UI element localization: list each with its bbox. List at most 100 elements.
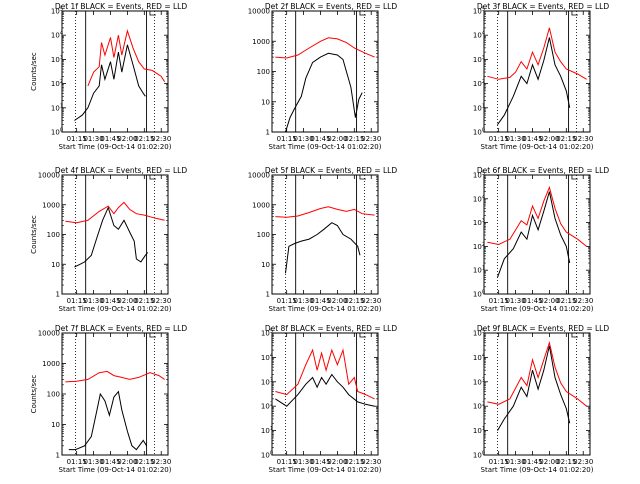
x-tick-label: 02:30 (151, 297, 171, 305)
x-tick-label: 01:15 (489, 458, 509, 466)
x-tick-label: 01:45 (310, 458, 330, 466)
y-tick-label: 102 (51, 79, 63, 88)
y-tick-label: 105 (261, 329, 273, 338)
series-line-red (65, 201, 165, 224)
chart-title: Det 8f BLACK = Events, RED = LLD (265, 324, 398, 333)
x-tick-label: 01:15 (67, 297, 87, 305)
x-tick-label: 02:30 (151, 135, 171, 143)
panel-1: Det 1f BLACK = Events, RED = LLD 100 101 10… (30, 2, 187, 151)
x-tick-label: 02:15 (344, 458, 364, 466)
x-axis-label: Start Time (09-Oct-14 01:02:20) (269, 305, 382, 313)
y-tick-label: 103 (261, 377, 273, 386)
series-line-red (275, 206, 375, 218)
series-line-red (275, 348, 375, 400)
x-tick-label: 02:15 (556, 458, 576, 466)
x-axis-label: Start Time (09-Oct-14 01:02:20) (481, 143, 594, 151)
plot-frame (271, 332, 379, 456)
panel-5: Det 5f BLACK = Events, RED = LLD 1 10 100 10… (248, 166, 398, 313)
y-tick-label: 1 (266, 291, 270, 299)
top-bracket (571, 175, 578, 180)
x-tick-label: 01:15 (277, 135, 297, 143)
x-tick-label: 01:45 (100, 135, 120, 143)
x-tick-label: 02:00 (327, 458, 347, 466)
x-tick-label: 02:00 (117, 458, 137, 466)
y-tick-label: 100 (47, 231, 60, 239)
y-tick-label: 10000 (248, 8, 270, 16)
x-tick-label: 01:30 (293, 458, 313, 466)
y-tick-label: 102 (261, 402, 273, 411)
top-bracket (149, 11, 156, 16)
chart-title: Det 1f BLACK = Events, RED = LLD (55, 2, 188, 11)
y-tick-label: 104 (51, 31, 63, 40)
x-tick-label: 02:30 (361, 458, 381, 466)
top-bracket (571, 11, 578, 16)
x-tick-label: 02:15 (344, 135, 364, 143)
x-tick-label: 02:30 (573, 297, 593, 305)
x-tick-label: 02:15 (134, 135, 154, 143)
top-bracket (359, 11, 366, 16)
x-tick-label: 02:00 (539, 297, 559, 305)
x-tick-label: 01:15 (489, 297, 509, 305)
series-line-black (285, 52, 363, 133)
x-tick-label: 02:30 (151, 458, 171, 466)
y-tick-label: 101 (473, 266, 485, 275)
chart-title: Det 9f BLACK = Events, RED = LLD (477, 324, 610, 333)
series-line-black (497, 191, 571, 278)
panel-7: Det 7f BLACK = Events, RED = LLD 1 10 100 10… (30, 324, 187, 474)
y-tick-label: 105 (473, 171, 485, 180)
x-tick-label: 01:30 (505, 297, 525, 305)
y-tick-label: 101 (51, 103, 63, 112)
plot-frame (483, 332, 591, 456)
x-tick-label: 02:30 (573, 458, 593, 466)
x-tick-label: 02:30 (361, 297, 381, 305)
y-tick-label: 102 (473, 402, 485, 411)
top-bracket (149, 333, 156, 338)
y-tick-label: 104 (473, 194, 485, 203)
y-axis-label: Counts/sec (30, 375, 38, 414)
y-tick-label: 104 (473, 31, 485, 40)
x-tick-label: 01:45 (522, 458, 542, 466)
x-tick-label: 02:00 (117, 297, 137, 305)
x-axis-label: Start Time (09-Oct-14 01:02:20) (481, 466, 594, 474)
x-axis-label: Start Time (09-Oct-14 01:02:20) (269, 143, 382, 151)
y-tick-label: 10000 (38, 172, 60, 180)
x-tick-label: 01:15 (277, 458, 297, 466)
chart-title: Det 5f BLACK = Events, RED = LLD (265, 166, 398, 175)
top-bracket (571, 333, 578, 338)
x-axis-label: Start Time (09-Oct-14 01:02:20) (481, 305, 594, 313)
y-tick-label: 103 (51, 55, 63, 64)
y-tick-label: 10 (51, 421, 60, 429)
plot-frame (483, 10, 591, 133)
y-tick-label: 105 (51, 7, 63, 16)
x-tick-label: 01:45 (522, 135, 542, 143)
y-tick-label: 1 (266, 129, 270, 137)
x-tick-label: 01:45 (310, 135, 330, 143)
y-tick-label: 10 (51, 261, 60, 269)
panel-9: Det 9f BLACK = Events, RED = LLD 100 101 10… (473, 324, 609, 474)
top-bracket (359, 333, 366, 338)
series-line-black (285, 222, 361, 274)
y-tick-label: 10 (261, 98, 270, 106)
x-axis-label: Start Time (09-Oct-14 01:02:20) (59, 305, 172, 313)
series-line-black (497, 345, 571, 431)
series-line-red (487, 340, 587, 407)
chart-title: Det 6f BLACK = Events, RED = LLD (477, 166, 610, 175)
y-tick-label: 103 (473, 218, 485, 227)
x-axis-label: Start Time (09-Oct-14 01:02:20) (59, 466, 172, 474)
y-tick-label: 1 (56, 291, 60, 299)
y-tick-label: 100 (473, 290, 485, 299)
x-tick-label: 02:15 (556, 135, 576, 143)
x-tick-label: 02:15 (134, 297, 154, 305)
series-line-red (487, 27, 587, 80)
y-tick-label: 103 (473, 55, 485, 64)
x-axis-label: Start Time (09-Oct-14 01:02:20) (269, 466, 382, 474)
x-tick-label: 01:30 (505, 458, 525, 466)
y-tick-label: 100 (473, 128, 485, 137)
panel-4: Det 4f BLACK = Events, RED = LLD 1 10 100 10… (30, 166, 187, 313)
x-tick-label: 01:30 (293, 135, 313, 143)
x-tick-label: 02:00 (327, 297, 347, 305)
y-tick-label: 103 (473, 377, 485, 386)
x-tick-label: 02:15 (134, 458, 154, 466)
series-line-red (487, 185, 587, 247)
y-tick-label: 101 (473, 103, 485, 112)
